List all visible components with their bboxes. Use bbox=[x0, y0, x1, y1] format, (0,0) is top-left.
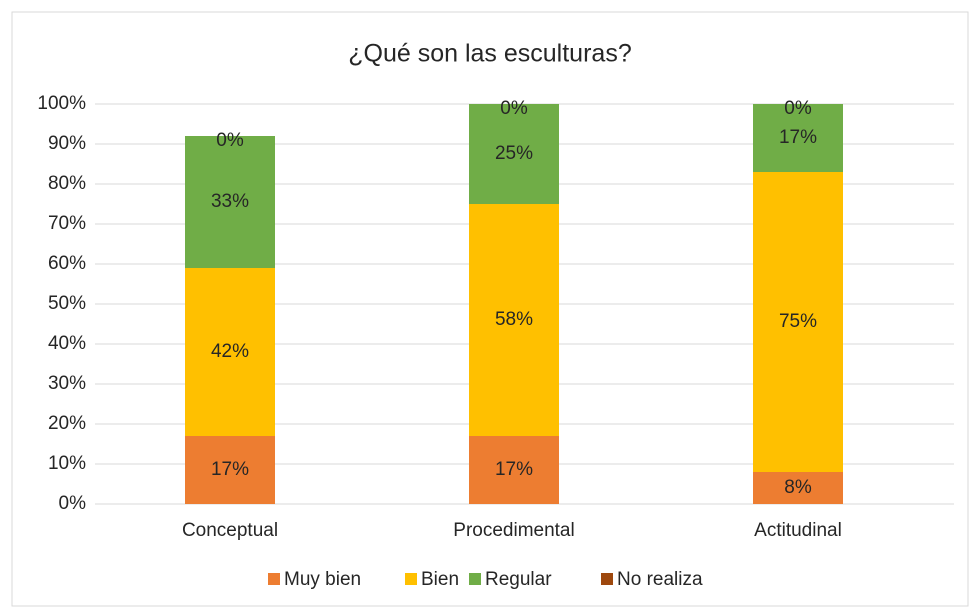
y-tick-label: 40% bbox=[48, 333, 86, 354]
bar-segment bbox=[753, 104, 843, 172]
y-tick-label: 60% bbox=[48, 253, 86, 274]
data-label: 0% bbox=[500, 98, 528, 119]
data-label: 17% bbox=[211, 459, 249, 480]
bar-segment bbox=[469, 204, 559, 436]
bar-segment bbox=[469, 436, 559, 504]
data-label: 0% bbox=[216, 130, 244, 151]
bar-segment bbox=[185, 436, 275, 504]
legend-label: No realiza bbox=[617, 569, 703, 590]
bar-segment bbox=[185, 136, 275, 268]
data-label: 17% bbox=[779, 127, 817, 148]
legend-label: Muy bien bbox=[284, 569, 361, 590]
legend-swatch bbox=[405, 573, 417, 585]
bar-segment bbox=[753, 472, 843, 504]
data-label: 0% bbox=[784, 98, 812, 119]
legend-label: Regular bbox=[485, 569, 552, 590]
bar-segment bbox=[469, 104, 559, 204]
legend-swatch bbox=[268, 573, 280, 585]
y-tick-label: 90% bbox=[48, 133, 86, 154]
data-label: 58% bbox=[495, 309, 533, 330]
x-tick-label: Actitudinal bbox=[754, 520, 842, 541]
data-label: 17% bbox=[495, 459, 533, 480]
legend-swatch bbox=[469, 573, 481, 585]
y-tick-label: 70% bbox=[48, 213, 86, 234]
y-tick-label: 20% bbox=[48, 413, 86, 434]
data-label: 42% bbox=[211, 341, 249, 362]
legend-label: Bien bbox=[421, 569, 459, 590]
data-label: 75% bbox=[779, 311, 817, 332]
data-label: 33% bbox=[211, 191, 249, 212]
y-tick-label: 10% bbox=[48, 453, 86, 474]
y-tick-label: 0% bbox=[59, 493, 87, 514]
y-tick-label: 100% bbox=[37, 93, 86, 114]
chart-title: ¿Qué son las esculturas? bbox=[348, 40, 631, 68]
x-tick-label: Procedimental bbox=[453, 520, 574, 541]
y-tick-label: 50% bbox=[48, 293, 86, 314]
bar-segment bbox=[185, 268, 275, 436]
y-tick-label: 80% bbox=[48, 173, 86, 194]
bar-segment bbox=[753, 172, 843, 472]
y-tick-label: 30% bbox=[48, 373, 86, 394]
x-tick-label: Conceptual bbox=[182, 520, 278, 541]
legend-swatch bbox=[601, 573, 613, 585]
data-label: 25% bbox=[495, 143, 533, 164]
data-label: 8% bbox=[784, 477, 812, 498]
